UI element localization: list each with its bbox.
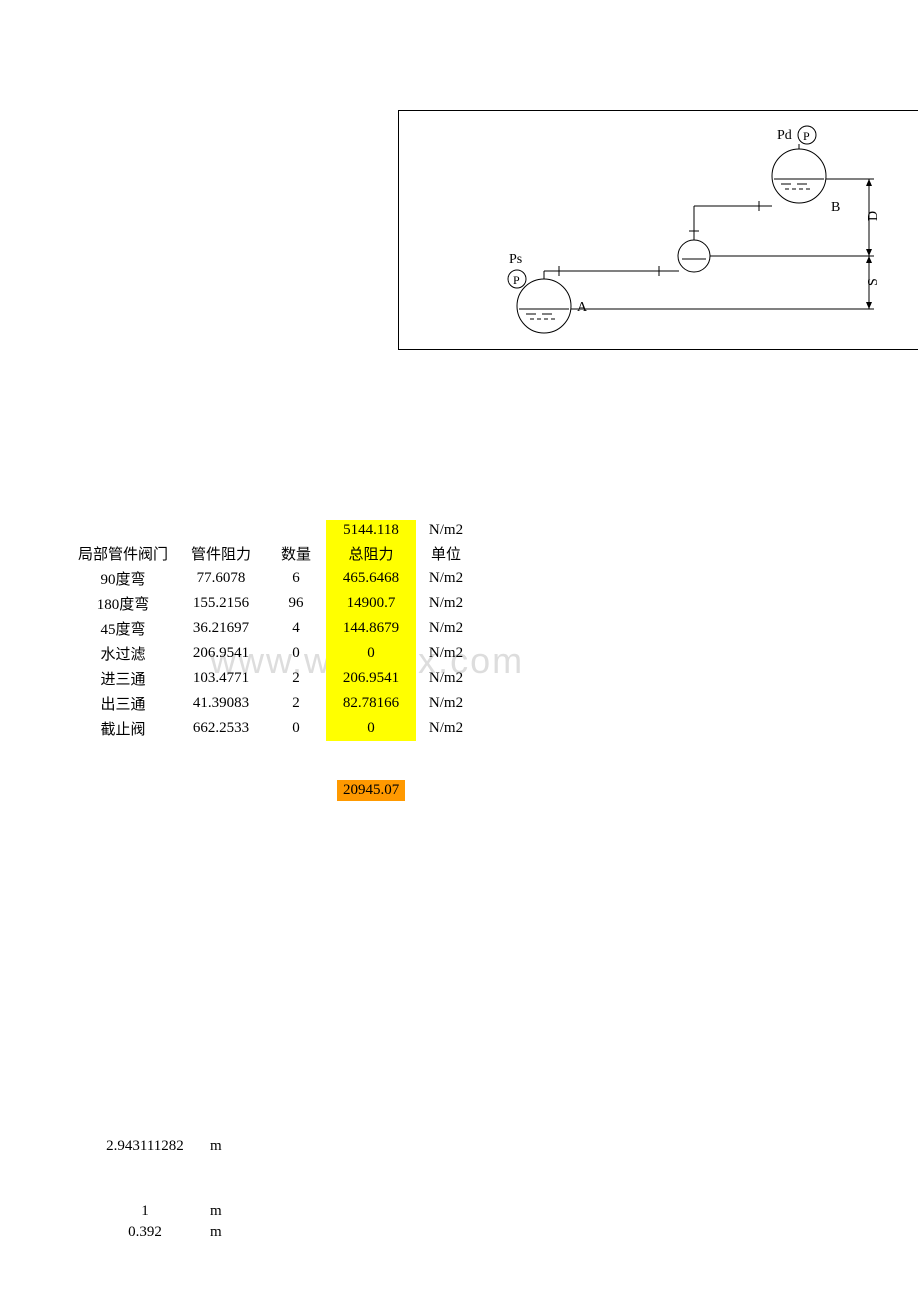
bottom-u2: m [210,1203,250,1220]
row-unit: N/m2 [416,616,476,641]
row-res: 155.2156 [176,591,266,616]
svg-text:P: P [513,273,520,287]
row-name: 45度弯 [70,616,176,641]
row-res: 103.4771 [176,666,266,691]
header-c5: 单位 [416,541,476,566]
svg-text:B: B [831,200,840,215]
row-unit: N/m2 [416,691,476,716]
table-row: 180度弯 155.2156 96 14900.7 N/m2 [70,591,476,616]
top-total-cell: 5144.118 [326,520,416,541]
row-res: 41.39083 [176,691,266,716]
row-unit: N/m2 [416,566,476,591]
table-row: 45度弯 36.21697 4 144.8679 N/m2 [70,616,476,641]
row-total: 82.78166 [326,691,416,716]
row-qty: 6 [266,566,326,591]
row-name: 截止阀 [70,716,176,741]
svg-text:Pd: Pd [777,128,792,143]
svg-text:P: P [803,129,810,143]
svg-text:A: A [577,300,588,315]
row-total: 144.8679 [326,616,416,641]
row-qty: 96 [266,591,326,616]
piping-diagram: Pd P B Ps P A [398,110,918,350]
row-name: 180度弯 [70,591,176,616]
table-row: 截止阀 662.2533 0 0 N/m2 [70,716,476,741]
bottom-v1: 2.943111282 [80,1138,210,1155]
row-qty: 0 [266,641,326,666]
row-total: 206.9541 [326,666,416,691]
table-row: 水过滤 206.9541 0 0 N/m2 [70,641,476,666]
row-total: 0 [326,716,416,741]
row-name: 90度弯 [70,566,176,591]
header-c1: 局部管件阀门 [70,541,176,566]
bottom-u3: m [210,1224,250,1241]
resistance-table: 5144.118 N/m2 局部管件阀门 管件阻力 数量 总阻力 单位 90度弯… [70,520,476,741]
row-qty: 0 [266,716,326,741]
row-res: 36.21697 [176,616,266,641]
row-qty: 2 [266,691,326,716]
header-c4: 总阻力 [326,541,416,566]
row-res: 77.6078 [176,566,266,591]
table-row: 90度弯 77.6078 6 465.6468 N/m2 [70,566,476,591]
table-row: 出三通 41.39083 2 82.78166 N/m2 [70,691,476,716]
row-unit: N/m2 [416,716,476,741]
row-qty: 2 [266,666,326,691]
sum-total-cell: 20945.07 [337,780,405,801]
row-total: 465.6468 [326,566,416,591]
bottom-values: 2.943111282 m 1 m 0.392 m [80,1138,250,1245]
row-unit: N/m2 [416,641,476,666]
row-name: 水过滤 [70,641,176,666]
row-qty: 4 [266,616,326,641]
svg-text:S: S [866,278,881,286]
row-unit: N/m2 [416,666,476,691]
row-total: 14900.7 [326,591,416,616]
bottom-u1: m [210,1138,250,1155]
table-row: 进三通 103.4771 2 206.9541 N/m2 [70,666,476,691]
row-unit: N/m2 [416,591,476,616]
header-c3: 数量 [266,541,326,566]
row-res: 206.9541 [176,641,266,666]
svg-text:Ps: Ps [509,252,522,267]
bottom-v3: 0.392 [80,1224,210,1241]
header-c2: 管件阻力 [176,541,266,566]
row-name: 进三通 [70,666,176,691]
row-res: 662.2533 [176,716,266,741]
row-total: 0 [326,641,416,666]
row-name: 出三通 [70,691,176,716]
svg-text:D: D [866,211,881,221]
bottom-v2: 1 [80,1203,210,1220]
top-unit-cell: N/m2 [416,520,476,541]
diagram-svg: Pd P B Ps P A [399,111,919,351]
